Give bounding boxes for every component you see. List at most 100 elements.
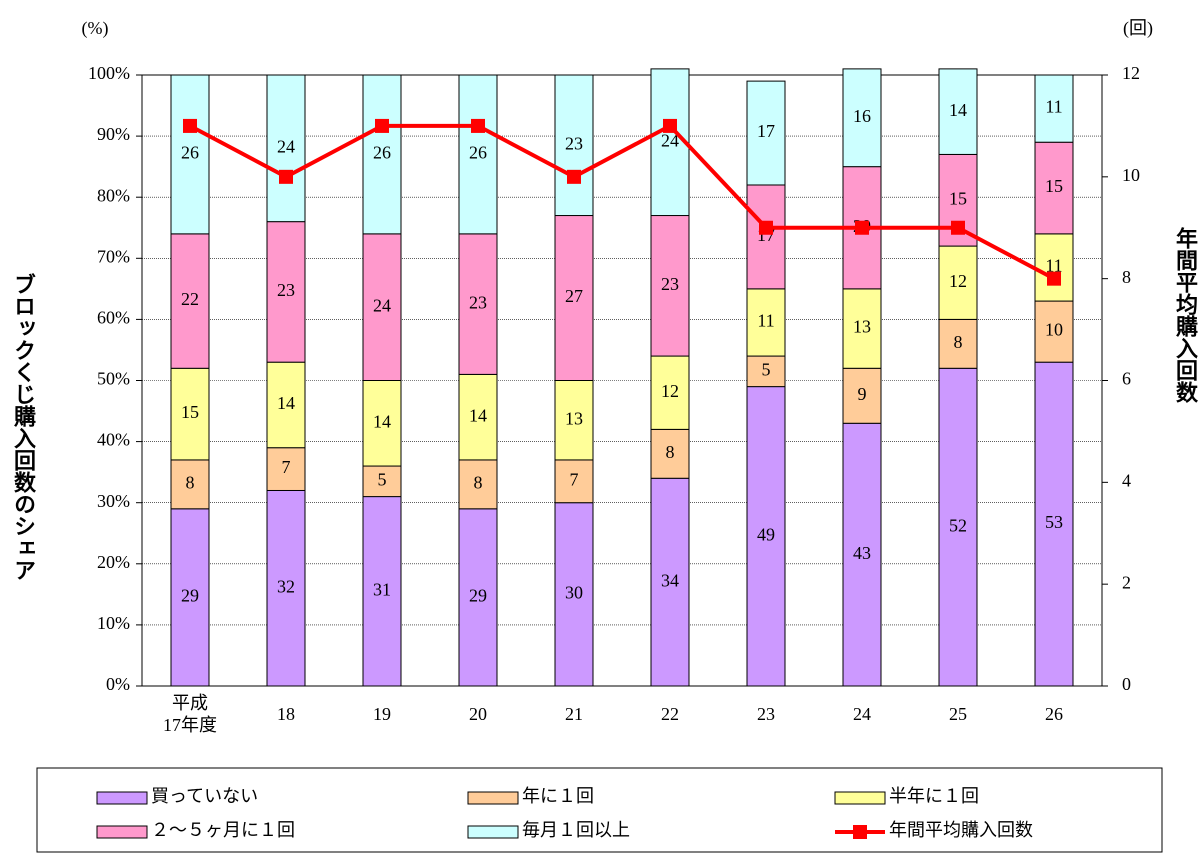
legend-label: 年に１回 (522, 786, 594, 806)
legend-swatch (96, 791, 148, 805)
y2-axis-label: 年間平均購入回数 (1172, 226, 1198, 404)
bar-segment (458, 233, 498, 375)
bar-segment (1034, 361, 1074, 687)
line-marker (279, 169, 293, 184)
bar-segment (170, 459, 210, 510)
line-marker (567, 169, 581, 184)
bar-segment (746, 80, 786, 186)
legend-swatch (96, 825, 148, 839)
bar-segment (266, 361, 306, 449)
x-tick-label: 19 (373, 704, 391, 724)
legend-box (36, 767, 1163, 853)
data-label: 15 (1045, 176, 1063, 196)
data-label: 43 (853, 543, 871, 563)
bar-segment (554, 502, 594, 687)
data-label: 24 (661, 130, 679, 150)
x-tick-label: 25 (949, 704, 967, 724)
bar-segment (746, 288, 786, 357)
x-tick-label: 23 (757, 704, 775, 724)
y2-tick-label: 10 (1122, 165, 1140, 185)
data-label: 22 (181, 289, 199, 309)
bar-segment (362, 233, 402, 381)
data-label: 23 (565, 133, 583, 153)
y-unit: (%) (82, 18, 109, 39)
y-tick-label: 40% (97, 430, 130, 450)
data-label: 32 (277, 576, 295, 596)
bar-segment (266, 221, 306, 363)
x-tick-label: 22 (661, 704, 679, 724)
bar-segment (938, 318, 978, 369)
data-label: 26 (181, 143, 199, 163)
data-label: 7 (570, 469, 579, 489)
legend-swatch (467, 791, 519, 805)
data-label: 14 (277, 393, 295, 413)
line-marker (471, 118, 485, 133)
data-label: 29 (469, 586, 487, 606)
bar-segment (458, 508, 498, 687)
bar-segment (1034, 74, 1074, 143)
bar-segment (938, 68, 978, 155)
bar-segment (746, 355, 786, 388)
y-axis-label: ブロックくじ購入回数のシェア (10, 272, 36, 581)
data-label: 26 (469, 143, 487, 163)
data-label: 5 (762, 359, 771, 379)
y-tick-label: 100% (88, 63, 130, 83)
legend-label: 毎月１回以上 (522, 820, 630, 840)
data-label: 30 (565, 582, 583, 602)
bar-segment (362, 496, 402, 687)
data-label: 14 (373, 411, 391, 431)
y2-tick-label: 4 (1122, 470, 1131, 490)
bar-segment (170, 74, 210, 235)
bar-segment (938, 367, 978, 687)
data-label: 16 (853, 106, 871, 126)
bar-segment (1034, 300, 1074, 363)
bar-segment (266, 447, 306, 491)
line-marker (663, 118, 677, 133)
legend-swatch (834, 791, 886, 805)
bar-segment (554, 459, 594, 504)
data-label: 17 (757, 121, 775, 141)
data-label: 34 (661, 570, 679, 590)
data-label: 27 (565, 286, 583, 306)
data-label: 14 (469, 405, 487, 425)
data-label: 12 (661, 381, 679, 401)
data-label: 5 (378, 469, 387, 489)
bar-segment (362, 74, 402, 235)
y2-tick-label: 2 (1122, 572, 1131, 592)
data-label: 49 (757, 524, 775, 544)
bar-segment (1034, 141, 1074, 235)
data-label: 14 (949, 100, 967, 120)
line-marker (759, 220, 773, 235)
legend-swatch (467, 825, 519, 839)
bar-segment (554, 74, 594, 217)
legend-label: ２～５ヶ月に１回 (151, 820, 295, 840)
legend-label: 年間平均購入回数 (889, 820, 1033, 840)
bar-segment (458, 74, 498, 235)
bar-segment (650, 215, 690, 357)
legend-label: 買っていない (151, 786, 258, 806)
data-label: 26 (373, 143, 391, 163)
legend-label: 半年に１回 (889, 786, 979, 806)
y-tick-label: 60% (97, 308, 130, 328)
x-tick-label: 18 (277, 704, 295, 724)
data-label: 11 (757, 311, 774, 331)
bar-segment (746, 184, 786, 290)
x-tick-label: 26 (1045, 704, 1063, 724)
data-label: 53 (1045, 512, 1063, 532)
bar-segment (842, 288, 882, 369)
data-label: 11 (1045, 256, 1062, 276)
data-label: 8 (954, 332, 963, 352)
bar-segment (650, 355, 690, 430)
y-tick-label: 10% (97, 613, 130, 633)
data-label: 23 (277, 280, 295, 300)
bar-segment (170, 233, 210, 369)
line (189, 123, 1055, 281)
y-tick-label: 20% (97, 552, 130, 572)
data-label: 11 (1045, 97, 1062, 117)
y-tick-label: 90% (97, 124, 130, 144)
data-label: 8 (474, 472, 483, 492)
bar-segment (650, 428, 690, 479)
data-label: 15 (181, 402, 199, 422)
bar-segment (842, 422, 882, 687)
